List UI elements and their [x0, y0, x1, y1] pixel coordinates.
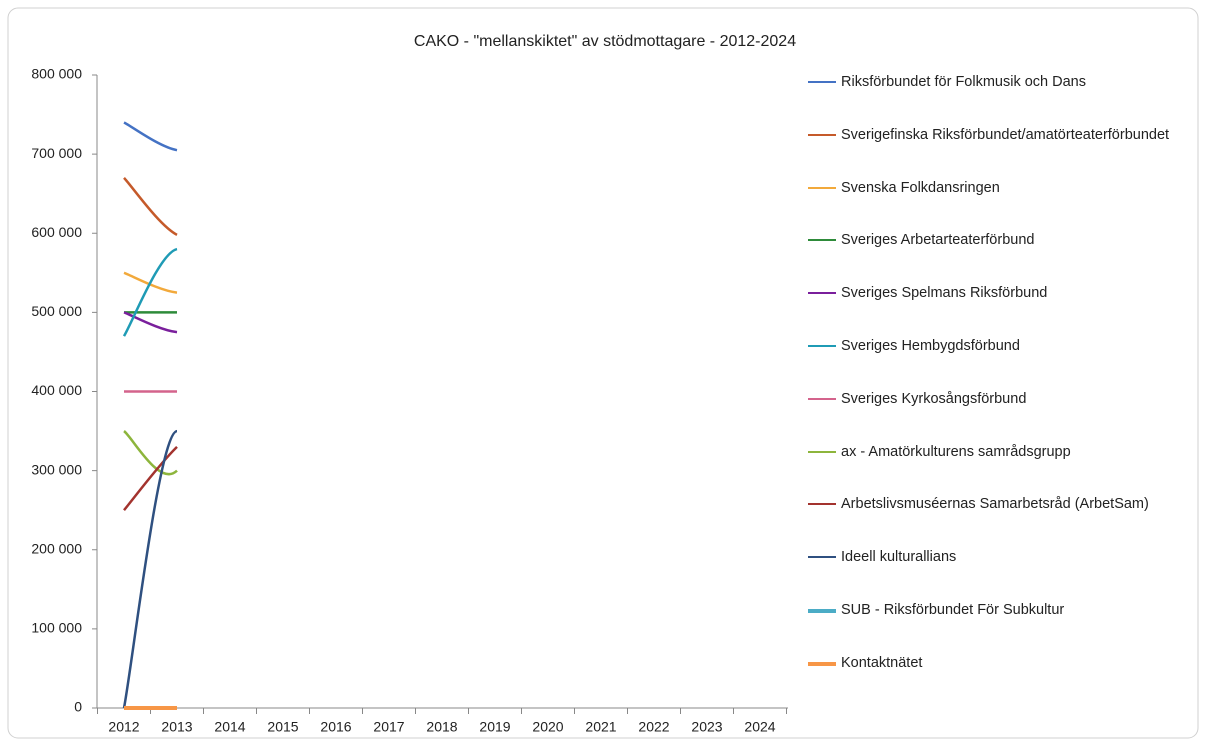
legend-label: Sverigefinska Riksförbundet/amatörteater…: [841, 126, 1170, 143]
legend-swatch: [808, 292, 836, 295]
y-tick-label: 200 000: [31, 540, 82, 556]
series-line: [123, 430, 178, 476]
x-tick-label: 2018: [426, 719, 457, 735]
legend-entry: Ideell kulturallians: [808, 546, 1198, 568]
legend-entry: Sveriges Hembygdsförbund: [808, 335, 1198, 357]
series-line: [122, 247, 178, 337]
legend-swatch: [808, 133, 836, 136]
x-tick-label: 2021: [585, 719, 616, 735]
y-tick-label: 800 000: [31, 66, 82, 82]
legend-label: Svenska Folkdansringen: [841, 179, 1000, 196]
x-tick-label: 2013: [161, 719, 192, 735]
legend-label: Sveriges Spelmans Riksförbund: [841, 285, 1048, 302]
legend-label: Arbetslivsmuséernas Samarbetsråd (ArbetS…: [841, 496, 1149, 513]
legend-entry: Arbetslivsmuséernas Samarbetsråd (ArbetS…: [808, 493, 1198, 515]
x-tick-label: 2022: [638, 719, 669, 735]
y-tick-label: 300 000: [31, 461, 82, 477]
x-tick-label: 2012: [108, 719, 139, 735]
series-line: [123, 177, 178, 236]
x-tick-label: 2020: [532, 719, 563, 735]
series-line: [123, 445, 178, 511]
legend-swatch: [808, 186, 836, 189]
y-tick-label: 0: [74, 699, 82, 715]
x-tick-label: 2015: [267, 719, 298, 735]
series-line: [123, 121, 178, 152]
legend-label: Sveriges Hembygdsförbund: [841, 338, 1020, 354]
y-tick-label: 100 000: [31, 620, 82, 636]
legend-swatch: [808, 239, 836, 242]
legend-entry: Riksförbundet för Folkmusik och Dans: [808, 71, 1198, 93]
legend-swatch: [808, 345, 836, 347]
legend-label: Sveriges Arbetarteaterförbund: [841, 232, 1035, 249]
legend-label: Kontaktnätet: [841, 654, 923, 671]
legend-swatch: [808, 503, 836, 506]
chart-title: CAKO - "mellanskiktet" av stödmottagare …: [414, 33, 796, 50]
legend-entry: Kontaktnätet: [808, 652, 1198, 674]
legend-label: SUB - Riksförbundet För Subkultur: [841, 602, 1065, 618]
x-tick-label: 2014: [214, 719, 245, 735]
y-tick-label: 400 000: [31, 382, 82, 398]
legend-entry: Svenska Folkdansringen: [808, 177, 1198, 199]
legend-label: Ideell kulturallians: [841, 549, 957, 566]
legend-entry: Sveriges Kyrkosångsförbund: [808, 388, 1198, 410]
legend-entry: Sveriges Spelmans Riksförbund: [808, 282, 1198, 304]
series-line: [123, 271, 178, 294]
series-line: [123, 311, 178, 334]
chart-frame: [7, 7, 1199, 739]
x-tick-label: 2019: [479, 719, 510, 735]
legend-entry: Sverigefinska Riksförbundet/amatörteater…: [808, 124, 1198, 146]
x-tick-label: 2016: [320, 719, 351, 735]
legend-entry: ax - Amatörkulturens samrådsgrupp: [808, 441, 1198, 463]
legend-swatch: [808, 661, 836, 666]
legend-swatch: [808, 450, 836, 453]
legend-entry: Sveriges Arbetarteaterförbund: [808, 229, 1198, 251]
series-line: [122, 429, 178, 709]
legend-swatch: [808, 81, 836, 83]
legend-entry: SUB - Riksförbundet För Subkultur: [808, 599, 1198, 621]
x-tick-label: 2023: [691, 719, 722, 735]
legend-label: Riksförbundet för Folkmusik och Dans: [841, 74, 1086, 90]
x-tick-label: 2017: [373, 719, 404, 735]
legend-label: Sveriges Kyrkosångsförbund: [841, 390, 1027, 407]
legend-swatch: [808, 397, 836, 400]
x-tick-label: 2024: [744, 719, 775, 735]
y-tick-label: 500 000: [31, 303, 82, 319]
y-tick-label: 700 000: [31, 145, 82, 161]
legend-label: ax - Amatörkulturens samrådsgrupp: [841, 443, 1071, 460]
y-tick-label: 600 000: [31, 224, 82, 240]
legend-swatch: [808, 609, 836, 613]
legend-swatch: [808, 556, 836, 559]
